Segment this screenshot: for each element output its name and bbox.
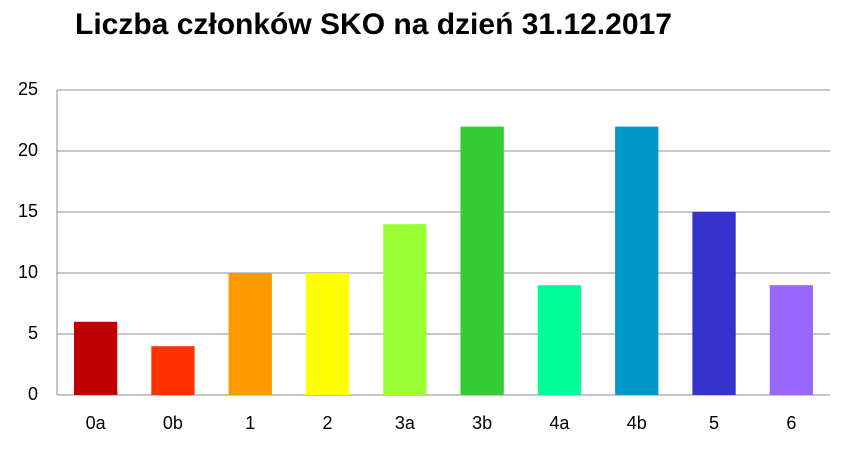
chart-title: Liczba członków SKO na dzień 31.12.2017 [75, 8, 672, 41]
x-tick-label: 5 [709, 413, 719, 433]
y-tick-label: 15 [18, 201, 38, 221]
y-tick-label: 25 [18, 79, 38, 99]
bar [74, 321, 118, 395]
bar [692, 212, 736, 395]
bar [228, 273, 272, 395]
y-tick-label: 5 [28, 323, 38, 343]
bar [151, 346, 195, 395]
bar [383, 224, 427, 395]
bar [305, 273, 350, 395]
x-tick-label: 4b [627, 413, 647, 433]
x-tick-label: 0a [86, 413, 107, 433]
bar [769, 285, 813, 395]
bar [615, 126, 659, 395]
x-tick-label: 6 [786, 413, 796, 433]
y-tick-label: 10 [18, 262, 38, 282]
x-tick-label: 4a [549, 413, 570, 433]
x-tick-label: 1 [245, 413, 255, 433]
bar [537, 285, 582, 395]
y-tick-label: 0 [28, 384, 38, 404]
x-tick-label: 3b [472, 413, 492, 433]
x-tick-label: 3a [395, 413, 416, 433]
bar [460, 126, 504, 395]
x-tick-label: 0b [163, 413, 183, 433]
y-tick-label: 20 [18, 140, 38, 160]
x-tick-label: 2 [323, 413, 333, 433]
